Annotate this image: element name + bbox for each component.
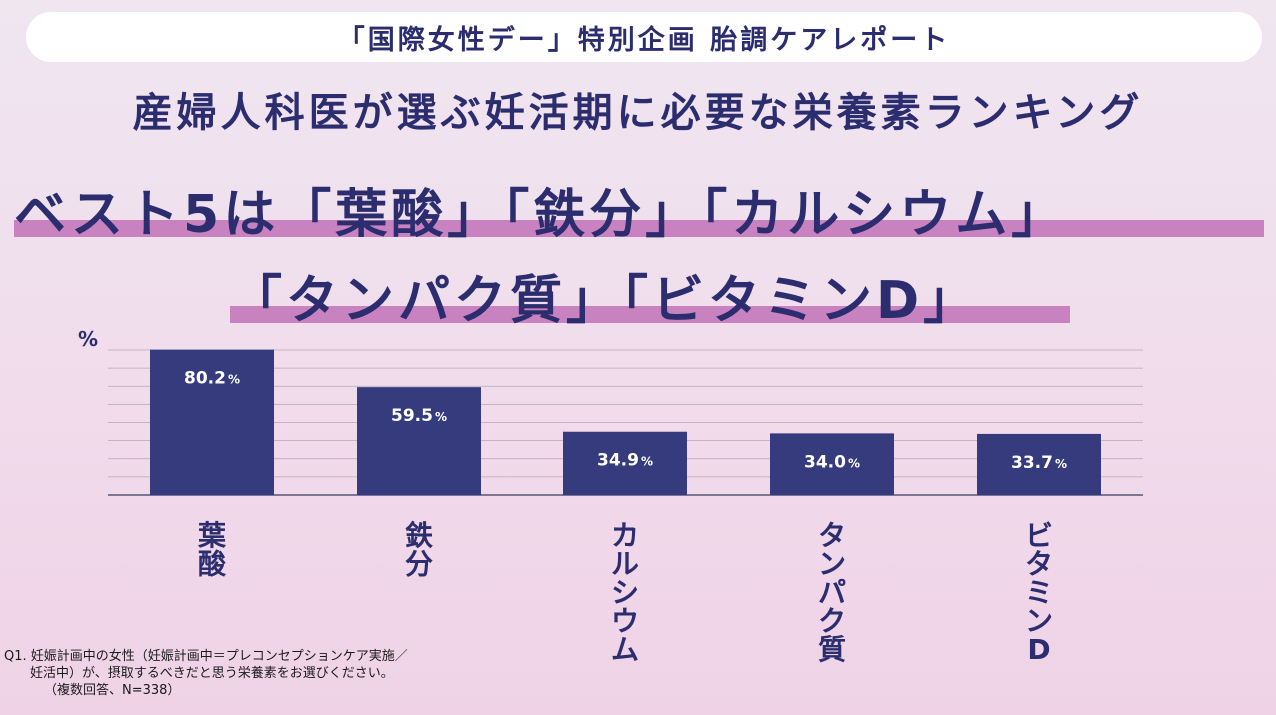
footnote-line-2: 妊活中）が、摂取するべきだと思う栄養素をお選びください。 <box>30 666 394 681</box>
category-label: 葉酸 <box>197 519 227 581</box>
bar <box>770 433 894 495</box>
data-label: 59.5% <box>391 406 447 426</box>
category-label: 鉄分 <box>405 519 433 581</box>
data-label: 34.0% <box>804 452 860 472</box>
highlight-line-2: 「タンパク質」「ビタミンD」 <box>230 271 980 331</box>
data-label: 80.2% <box>184 369 240 389</box>
bar <box>977 433 1101 495</box>
footnote: Q1. 妊娠計画中の女性（妊娠計画中＝プレコンセプションケア実施／ 妊活中）が、… <box>4 648 408 699</box>
report-banner: 「国際女性デー」特別企画 胎調ケアレポート <box>26 12 1262 62</box>
highlight-underline-1 <box>14 220 1264 237</box>
y-axis-label: % <box>78 327 98 351</box>
data-label: 34.9% <box>597 451 653 471</box>
category-labels: 葉酸 鉄分 カルシウム タンパク質 ビタミン D <box>197 519 1053 666</box>
data-label: 33.7% <box>1011 453 1067 473</box>
category-label: カルシウム <box>611 519 639 666</box>
bar <box>563 431 687 495</box>
highlight-line-1: ベスト5は「葉酸」「鉄分」「カルシウム」 <box>14 185 1068 245</box>
bar <box>357 387 481 495</box>
highlight-underline-2 <box>230 306 1070 323</box>
category-label: タンパク質 <box>818 519 846 666</box>
footnote-line-3: （複数回答、N=338） <box>44 683 181 698</box>
headline: 産婦人科医が選ぶ妊活期に必要な栄養素ランキング <box>132 90 1144 136</box>
bar <box>150 349 274 495</box>
bars: 80.2 % 59.5 % 34.9% 34.0% 33.7% <box>150 349 1101 495</box>
category-label: ビタミン D <box>1025 519 1053 666</box>
footnote-line-1: Q1. 妊娠計画中の女性（妊娠計画中＝プレコンセプションケア実施／ <box>4 649 408 664</box>
